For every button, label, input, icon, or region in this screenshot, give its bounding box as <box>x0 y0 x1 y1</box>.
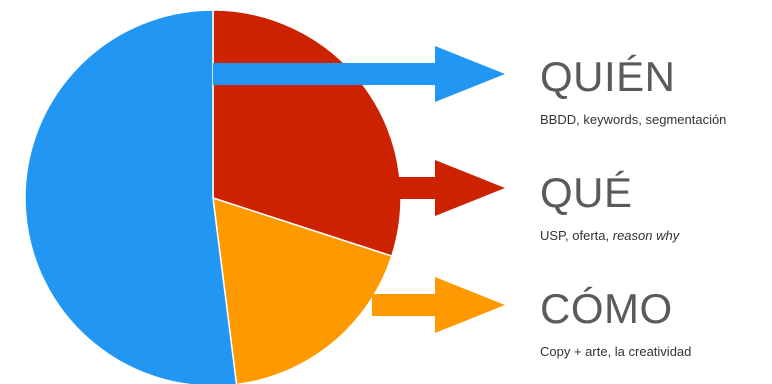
heading-como: CÓMO <box>540 285 673 332</box>
label-como: CÓMO Copy + arte, la creatividad <box>540 285 691 360</box>
label-quien: QUIÉN BBDD, keywords, segmentación <box>540 53 726 128</box>
desc-que-italic: reason why <box>612 228 680 243</box>
arrow-2 <box>372 277 505 333</box>
arrow-0 <box>213 46 505 102</box>
heading-quien: QUIÉN <box>540 53 676 100</box>
desc-que: USP, oferta, reason why <box>540 228 679 243</box>
desc-quien: BBDD, keywords, segmentación <box>540 112 726 127</box>
pie-slice-0 <box>24 9 238 384</box>
desc-quien-text: BBDD, keywords, segmentación <box>540 112 727 127</box>
desc-como-text: Copy + arte, la creatividad <box>540 344 692 359</box>
arrow-1 <box>395 160 505 216</box>
pie-slice-2 <box>212 196 393 384</box>
heading-que: QUÉ <box>540 169 633 216</box>
label-que: QUÉ USP, oferta, reason why <box>540 169 679 244</box>
desc-que-text: USP, oferta, <box>540 228 613 243</box>
desc-como: Copy + arte, la creatividad <box>540 344 691 359</box>
